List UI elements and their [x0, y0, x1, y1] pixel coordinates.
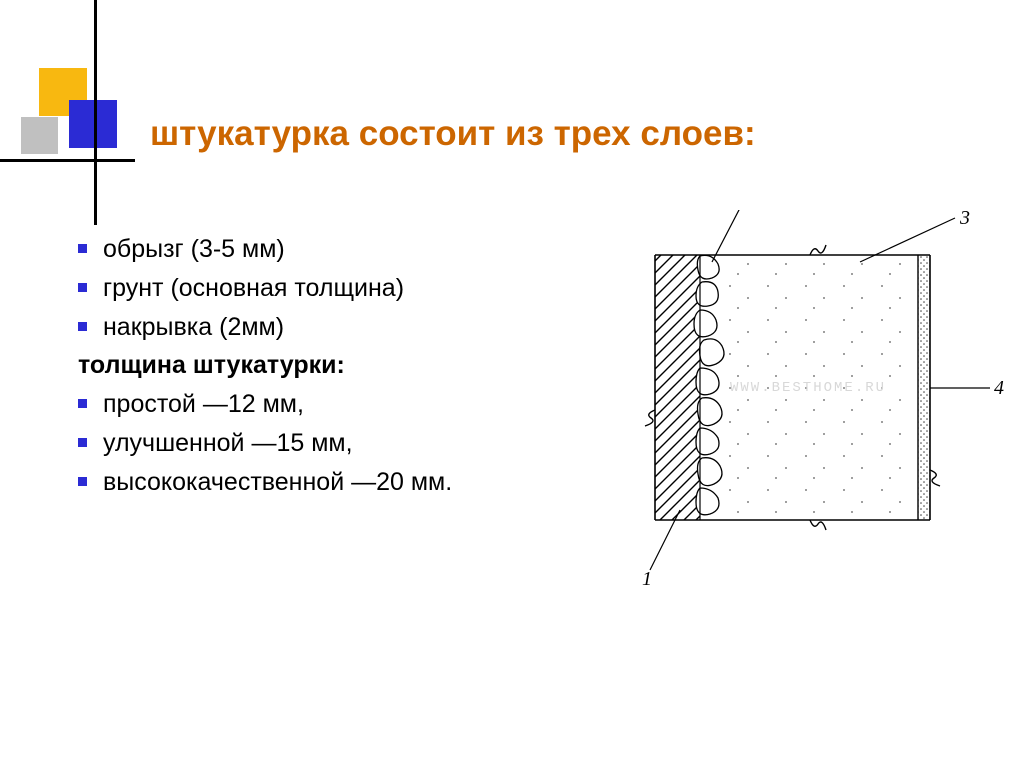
- subheading: толщина штукатурки:: [50, 346, 570, 385]
- diagram-label-1: 1: [642, 568, 652, 590]
- list-item-label: простой —12 мм,: [103, 385, 570, 424]
- deco-horizontal-line: [0, 159, 135, 162]
- diagram-label-4: 4: [994, 377, 1004, 399]
- bullet-icon: [78, 399, 87, 408]
- list-item: накрывка (2мм): [50, 308, 570, 347]
- list-item-label: обрызг (3-5 мм): [103, 230, 570, 269]
- bullet-icon: [78, 438, 87, 447]
- list-item: улучшенной —15 мм,: [50, 424, 570, 463]
- layer-4-nakryvka: [918, 255, 930, 520]
- list-item-label: накрывка (2мм): [103, 308, 570, 347]
- list-item-label: высококачественной —20 мм.: [103, 463, 570, 502]
- slide-title: штукатурка состоит из трех слоев:: [150, 114, 756, 154]
- bullet-icon: [78, 322, 87, 331]
- diagram-label-3: 3: [959, 210, 970, 229]
- list-item-label: грунт (основная толщина): [103, 269, 570, 308]
- deco-vertical-line: [94, 0, 97, 225]
- bullet-icon: [78, 244, 87, 253]
- list-item-label: улучшенной —15 мм,: [103, 424, 570, 463]
- deco-gray-square: [21, 117, 58, 154]
- bullet-icon: [78, 477, 87, 486]
- list-item: грунт (основная толщина): [50, 269, 570, 308]
- bullet-icon: [78, 283, 87, 292]
- list-item: обрызг (3-5 мм): [50, 230, 570, 269]
- layer-1-wall: [655, 255, 700, 520]
- content-block: обрызг (3-5 мм) грунт (основная толщина)…: [50, 230, 570, 501]
- plaster-layers-diagram: 1 2 3 4 WWW.BESTHOME.RU: [610, 210, 1010, 590]
- list-item: высококачественной —20 мм.: [50, 463, 570, 502]
- deco-blue-square: [69, 100, 117, 148]
- diagram-watermark: WWW.BESTHOME.RU: [730, 380, 886, 396]
- list-item: простой —12 мм,: [50, 385, 570, 424]
- layer-2-obryzg: [694, 255, 724, 514]
